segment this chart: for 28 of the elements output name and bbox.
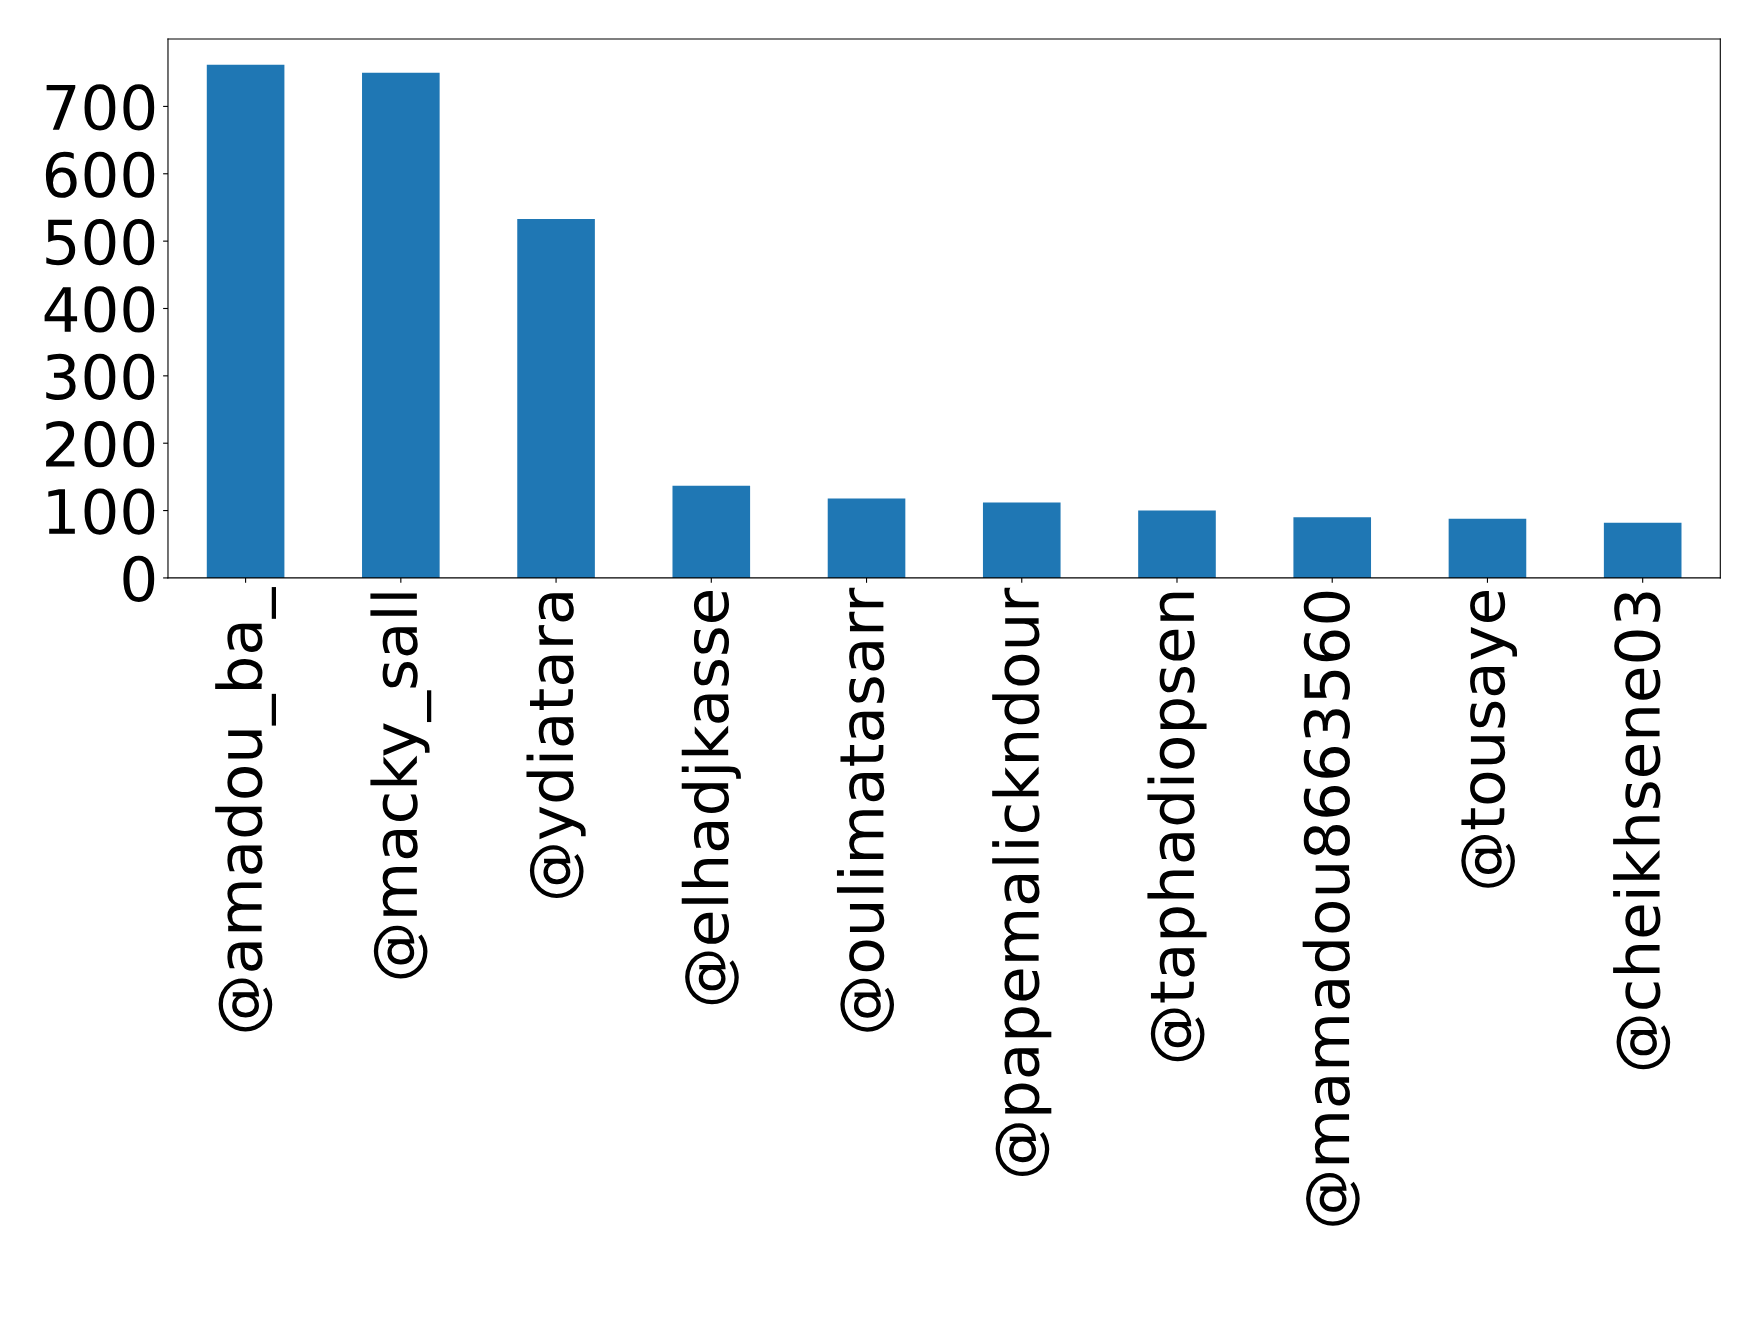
x-tick-label: @macky_sall <box>370 593 432 979</box>
bar <box>1138 510 1216 578</box>
bar <box>1293 517 1372 578</box>
y-tick-label: 700 <box>46 84 155 131</box>
y-tick-label: 400 <box>44 286 155 333</box>
y-tick-label: 600 <box>45 151 155 198</box>
bar <box>517 218 595 578</box>
x-tick-label: @mamadou8663560 <box>1302 591 1360 1226</box>
x-tick-label: @papemalickndour <box>992 587 1052 1177</box>
bar <box>1448 518 1527 578</box>
y-tick-label: 200 <box>46 421 155 468</box>
bar <box>206 64 285 578</box>
bar <box>982 502 1061 578</box>
x-tick-label: @oulimatasarr <box>836 587 895 1032</box>
bar <box>672 485 751 578</box>
x-tick-label: @elhadjkasse <box>681 590 741 1005</box>
x-tick-label: @amadou_ba_ <box>215 587 277 1032</box>
x-tick-label: @cheikhsene03 <box>1613 592 1671 1070</box>
x-tick-label: @ydiatara <box>526 593 586 899</box>
bar <box>1603 522 1682 578</box>
y-tick-label: 500 <box>46 219 155 266</box>
x-tick-label: @tousaye <box>1461 590 1518 888</box>
y-tick-label: 300 <box>46 353 155 400</box>
x-tick-label: @taphadiopsen <box>1147 592 1207 1062</box>
y-tick-label: 0 <box>123 555 155 603</box>
bar <box>362 72 440 578</box>
y-tick-label: 100 <box>48 488 155 535</box>
bar <box>827 498 906 578</box>
